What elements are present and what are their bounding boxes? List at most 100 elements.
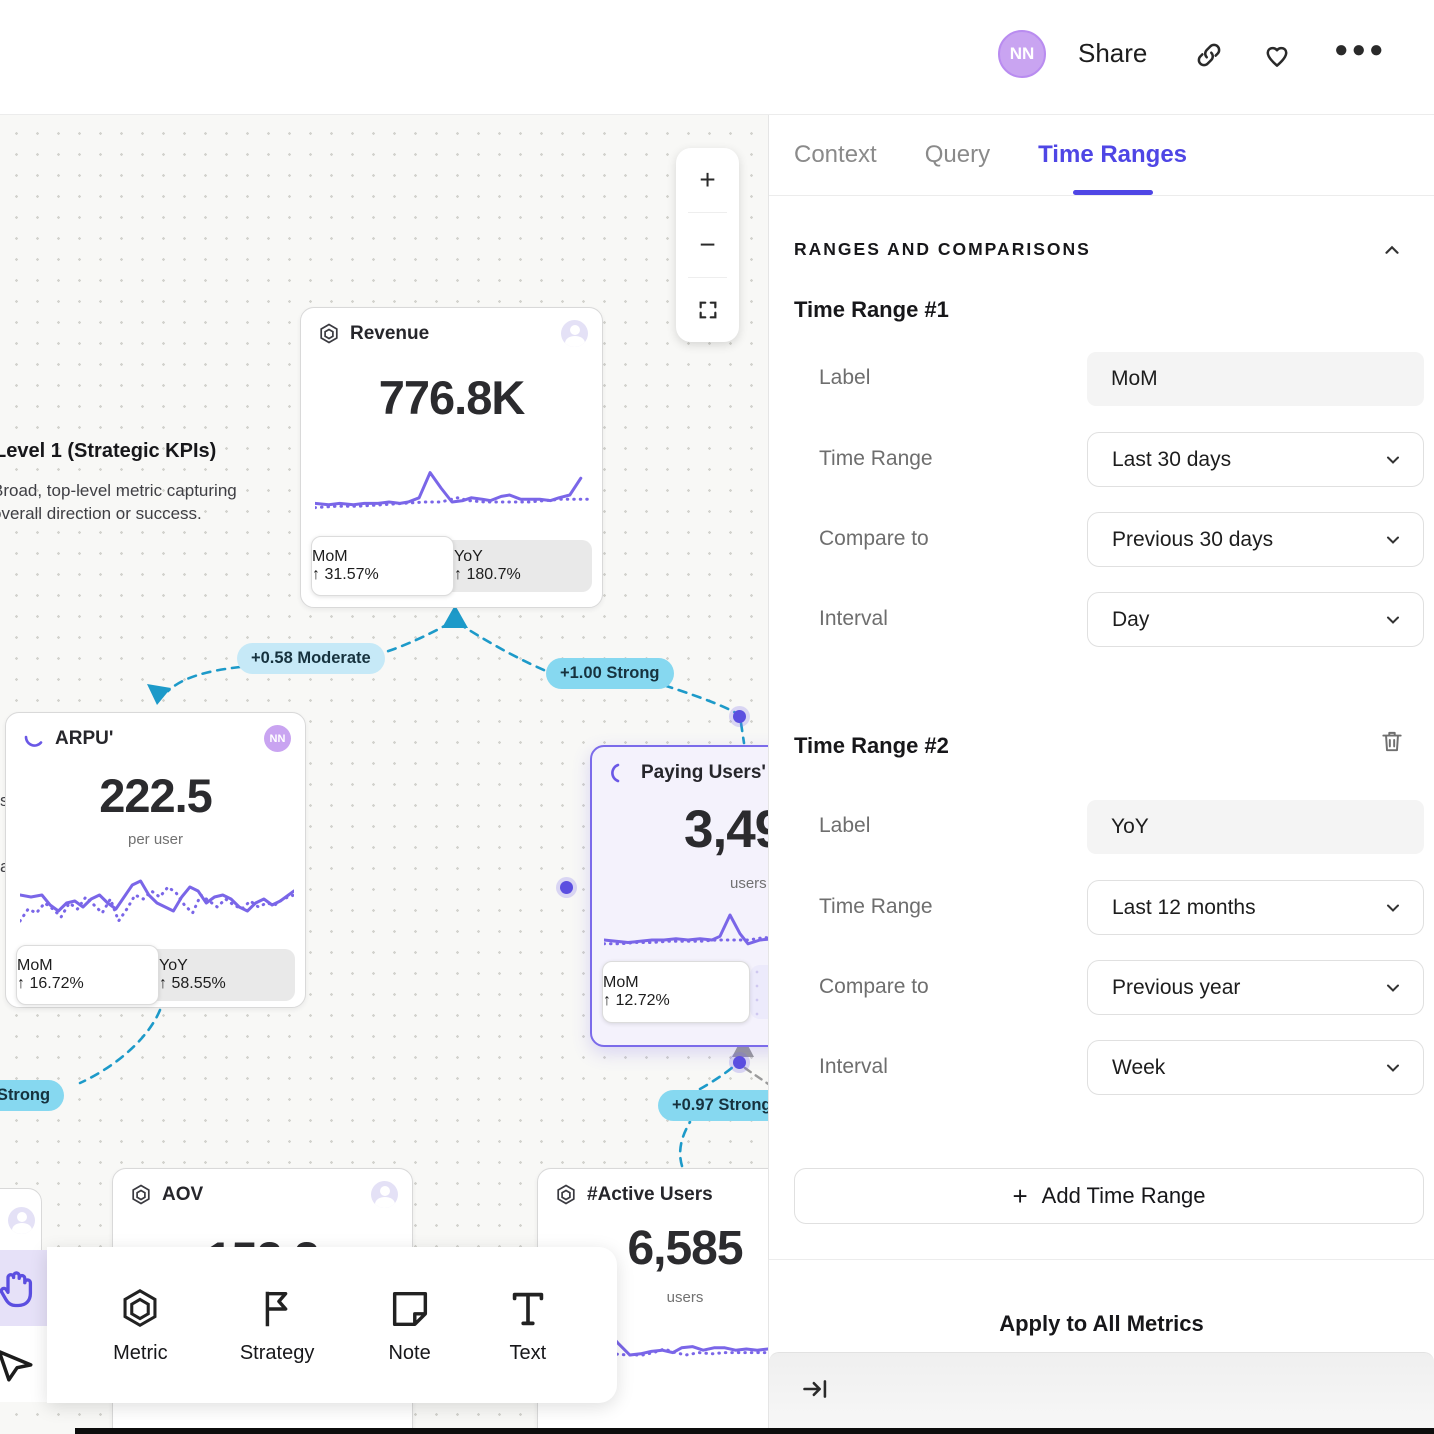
- connector-handle-dot[interactable]: [733, 710, 746, 723]
- chevron-down-icon: [1387, 456, 1399, 464]
- metric-arc-icon: [608, 761, 632, 785]
- comparison-segment-mom[interactable]: MoM ↑ 31.57%: [311, 536, 454, 596]
- metric-tree-canvas[interactable]: Level 1 (Strategic KPIs) Broad, top-leve…: [0, 115, 768, 1434]
- segment-value: ↑ 12.72%: [603, 992, 670, 1009]
- tab-context[interactable]: Context: [794, 141, 877, 168]
- comparison-segment-mom[interactable]: MoM ↑ 16.72%: [16, 945, 159, 1005]
- avatar-initials: NN: [269, 732, 286, 745]
- share-button[interactable]: Share: [1078, 38, 1148, 68]
- segment-label: YoY: [159, 957, 188, 974]
- tool-label: Metric: [113, 1341, 168, 1364]
- correlation-badge-rev-paying[interactable]: +1.00 Strong: [546, 658, 674, 689]
- metric-card-paying-users[interactable]: Paying Users' 3,499 users MoM ↑ 12.72%: [590, 745, 768, 1047]
- tab-time-ranges[interactable]: Time Ranges: [1038, 115, 1187, 195]
- connector-handle-dot[interactable]: [733, 1056, 746, 1069]
- selected-value: Previous 30 days: [1112, 527, 1274, 551]
- interval-field-caption: Interval: [819, 1055, 888, 1078]
- tool-label: Note: [388, 1341, 431, 1364]
- group-label-title: Level 1 (Strategic KPIs): [0, 440, 217, 462]
- tool-text[interactable]: Text: [505, 1286, 551, 1365]
- collapse-section-chevron-icon[interactable]: [1381, 239, 1403, 261]
- label-input[interactable]: [1087, 352, 1424, 406]
- top-header: NN Share ●●●: [0, 0, 1434, 115]
- link-icon[interactable]: [1194, 40, 1224, 70]
- time-range-select[interactable]: Last 30 days: [1087, 432, 1424, 487]
- comparison-segment-yoy[interactable]: [750, 965, 768, 1019]
- metric-card-revenue[interactable]: Revenue 776.8K MoM ↑ 31.57% YoY ↑ 180.7%: [300, 307, 603, 608]
- favorite-heart-icon[interactable]: [1262, 40, 1292, 70]
- canvas-toolbar: Metric Strategy Note Text: [47, 1247, 617, 1403]
- clipped-text-fragment: s: [0, 791, 9, 811]
- metric-title: Revenue: [350, 323, 430, 344]
- owner-avatar-icon[interactable]: [561, 320, 588, 347]
- owner-avatar-icon[interactable]: [8, 1207, 35, 1234]
- hand-tool[interactable]: [0, 1250, 48, 1326]
- card-header: ARPU': [22, 727, 113, 751]
- time-range-1-title: Time Range #1: [794, 297, 949, 322]
- time-range-select[interactable]: Last 12 months: [1087, 880, 1424, 935]
- user-avatar[interactable]: NN: [998, 30, 1046, 78]
- group-label-description: Broad, top-level metric capturing overal…: [0, 479, 237, 525]
- correlation-badge-arpu[interactable]: 66 Strong: [0, 1080, 65, 1111]
- divider: [769, 1259, 1434, 1260]
- tool-note[interactable]: Note: [387, 1286, 433, 1365]
- comparison-segment-yoy[interactable]: YoY ↑ 180.7%: [454, 536, 592, 596]
- segment-value: ↑ 180.7%: [454, 566, 521, 583]
- compare-to-select[interactable]: Previous year: [1087, 960, 1424, 1015]
- add-time-range-button[interactable]: + Add Time Range: [794, 1168, 1424, 1224]
- comparison-segment-yoy[interactable]: YoY ↑ 58.55%: [159, 945, 295, 1005]
- select-cursor-tool[interactable]: [0, 1326, 48, 1402]
- add-time-range-label: Add Time Range: [1041, 1183, 1206, 1208]
- connector-handle-dot[interactable]: [560, 881, 573, 894]
- zoom-out-button[interactable]: −: [699, 229, 716, 260]
- panel-bottom-bar: [769, 1352, 1434, 1434]
- card-header: Paying Users': [608, 761, 766, 785]
- apply-to-all-metrics-button[interactable]: Apply to All Metrics: [999, 1311, 1204, 1336]
- plus-icon: +: [1012, 1180, 1028, 1211]
- zoom-in-button[interactable]: +: [699, 164, 716, 195]
- more-options-button[interactable]: ●●●: [1334, 36, 1387, 63]
- metric-title: #Active Users: [587, 1184, 713, 1205]
- metric-title: ARPU': [55, 728, 114, 749]
- sparkline-chart: [18, 861, 296, 941]
- segment-label: MoM: [17, 957, 53, 974]
- segment-label: YoY: [454, 548, 483, 565]
- correlation-badge-rev-arpu[interactable]: +0.58 Moderate: [237, 643, 385, 674]
- metric-card-arpu[interactable]: ARPU' NN 222.5 per user MoM ↑ 16.72% YoY…: [5, 712, 306, 1008]
- owner-avatar-icon[interactable]: [371, 1181, 398, 1208]
- selected-value: Last 30 days: [1112, 447, 1232, 471]
- tool-metric[interactable]: Metric: [113, 1286, 168, 1365]
- chevron-down-icon: [1387, 904, 1399, 912]
- metric-hexagon-icon: [554, 1183, 578, 1207]
- tab-query[interactable]: Query: [924, 141, 991, 168]
- segment-label: MoM: [312, 548, 348, 565]
- tool-label: Text: [509, 1341, 547, 1364]
- metric-arc-icon: [22, 727, 46, 751]
- settings-panel: Context Query Time Ranges RANGES AND COM…: [768, 115, 1434, 1434]
- metric-value: 222.5: [99, 769, 213, 822]
- fit-view-button[interactable]: [676, 278, 739, 342]
- clipped-text-fragment: a: [0, 857, 9, 877]
- panel-tabs: Context Query Time Ranges: [769, 115, 1434, 196]
- zoom-controls: + −: [676, 148, 739, 342]
- divider: [688, 277, 727, 278]
- compare-to-select[interactable]: Previous 30 days: [1087, 512, 1424, 567]
- segment-value: ↑ 16.72%: [17, 975, 84, 992]
- selected-value: Week: [1112, 1055, 1166, 1079]
- delete-time-range-trash-icon[interactable]: [1379, 727, 1405, 755]
- card-header: #Active Users: [554, 1183, 713, 1207]
- interval-select[interactable]: Day: [1087, 592, 1424, 647]
- tool-strategy[interactable]: Strategy: [240, 1286, 314, 1365]
- correlation-badge-paying-active[interactable]: +0.97 Strong: [658, 1090, 768, 1121]
- compare-to-field-caption: Compare to: [819, 527, 929, 550]
- owner-avatar-nn[interactable]: NN: [264, 725, 291, 752]
- sparkline-chart: [602, 905, 768, 955]
- interval-field-caption: Interval: [819, 607, 888, 630]
- selected-value: Previous year: [1112, 975, 1241, 999]
- comparison-segment-mom[interactable]: MoM ↑ 12.72%: [602, 961, 750, 1023]
- interval-select[interactable]: Week: [1087, 1040, 1424, 1095]
- label-input[interactable]: [1087, 800, 1424, 854]
- collapse-panel-icon[interactable]: [801, 1375, 829, 1403]
- card-header: AOV: [129, 1183, 203, 1207]
